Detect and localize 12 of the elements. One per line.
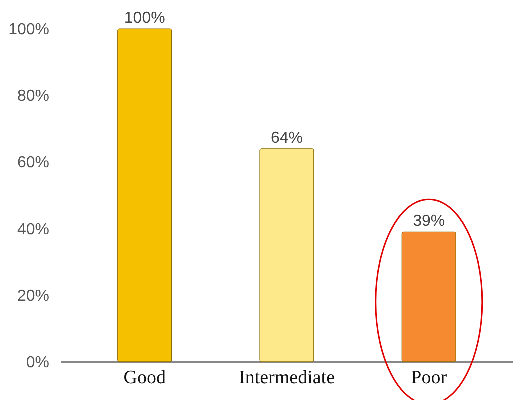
data-label: 39% bbox=[413, 213, 446, 230]
data-label: 64% bbox=[270, 130, 304, 147]
data-label: 100% bbox=[124, 10, 166, 27]
y-tick-label: 100% bbox=[8, 22, 50, 38]
y-tick-label: 60% bbox=[17, 154, 50, 172]
y-tick-label: 40% bbox=[17, 221, 50, 238]
y-tick-label: 0% bbox=[26, 354, 50, 372]
y-tick-label: 80% bbox=[17, 88, 50, 106]
y-tick-label: 20% bbox=[17, 288, 50, 305]
x-tick-label: Good bbox=[124, 368, 166, 388]
x-tick-label: Intermediate bbox=[238, 368, 336, 388]
x-tick-label: Poor bbox=[411, 368, 448, 388]
